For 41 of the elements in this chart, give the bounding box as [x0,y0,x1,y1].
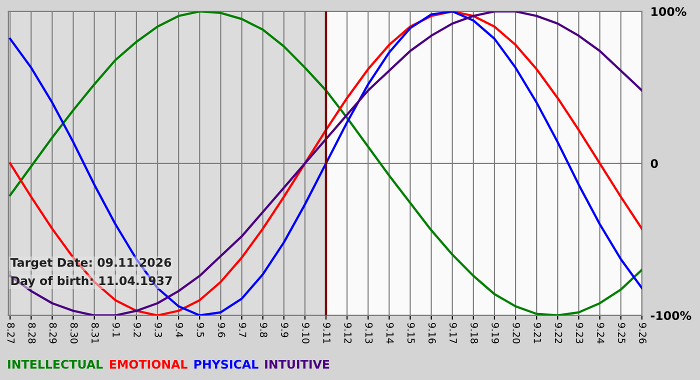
x-tick-label: 8.28 [28,323,36,344]
x-tick-label: 8.27 [7,323,15,344]
x-tick-label: 9.9 [281,322,288,338]
x-tick-label: 8.31 [92,323,99,344]
x-tick-label: 9.16 [428,322,436,344]
x-tick-label: 9.25 [618,322,626,344]
x-tick-label: 9.24 [596,322,604,344]
y-tick-label: 0 [650,159,658,168]
x-tick-label: 9.8 [260,322,268,338]
x-tick-label: 9.17 [450,322,457,344]
x-tick-label: 9.22 [554,322,562,344]
x-tick-label: 9.18 [470,322,478,344]
x-tick-label: 9.21 [534,322,542,344]
x-tick-label: 9.19 [492,322,500,344]
text: PHYSICAL [194,360,258,369]
x-tick-label: 9.11 [323,322,331,344]
x-tick-label: 9.1 [112,322,120,337]
x-tick-label: 9.7 [238,322,246,337]
annotation: Target Date: 09.11.2026 [10,258,172,270]
y-tick-label: 100% [652,7,686,16]
annotation: Day of birth: 11.04.1937 [11,276,172,288]
x-tick-label: 9.20 [512,322,520,344]
text: EMOTIONAL [110,360,188,369]
y-tick-label: -100% [650,311,692,320]
x-tick-label: 9.2 [134,322,141,337]
x-tick-label: 9.4 [176,322,184,338]
x-tick-label: 8.30 [70,323,78,344]
x-tick-label: 9.26 [639,322,646,344]
x-tick-label: 9.5 [196,322,204,337]
x-tick-label: 9.10 [302,322,310,344]
x-tick-label: 8.29 [49,323,57,344]
x-tick-label: 9.12 [344,322,352,344]
x-tick-label: 9.3 [154,322,162,338]
x-tick-label: 9.14 [386,322,394,344]
text: INTUITIVE [265,360,330,369]
x-tick-label: 9.13 [365,322,373,344]
x-tick-label: 9.23 [576,322,584,344]
x-tick-label: 9.15 [407,322,415,344]
x-tick-label: 9.6 [218,322,226,338]
text: INTELLECTUAL [8,360,103,369]
line-series [8,11,642,316]
